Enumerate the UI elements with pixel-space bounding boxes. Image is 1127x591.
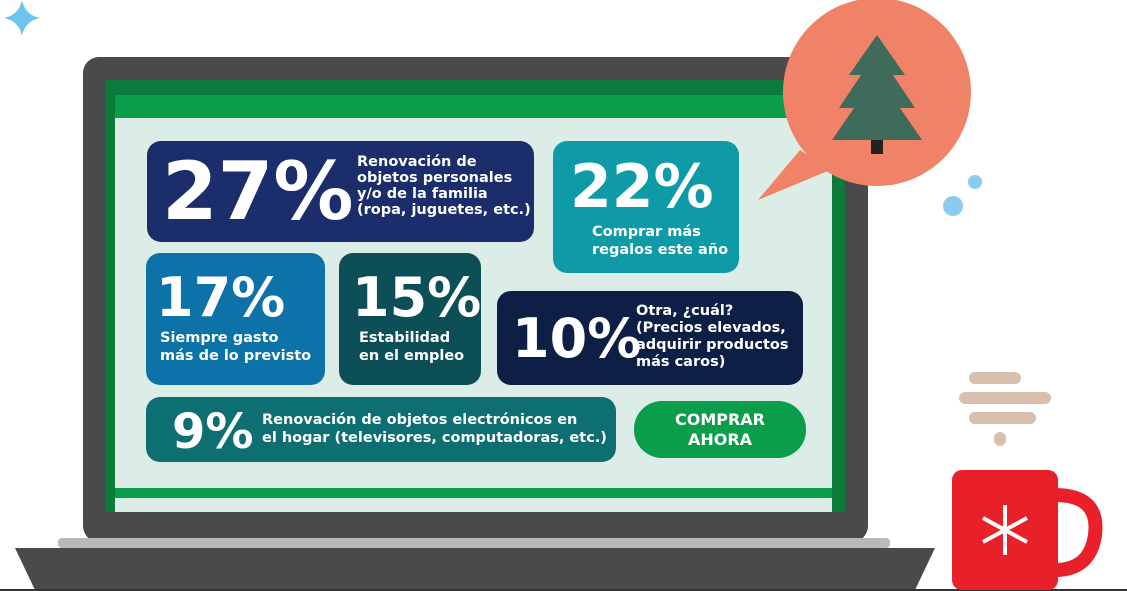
sparkle [4, 0, 40, 36]
card-text: (ropa, juguetes, etc.) [357, 202, 531, 218]
mug-handle [1054, 488, 1103, 577]
card [339, 253, 481, 385]
buy-button[interactable] [634, 401, 806, 458]
bubble-tail [758, 150, 830, 200]
card-text: más de lo previsto [160, 348, 311, 364]
card [146, 253, 325, 385]
card-text: adquirir productos [636, 337, 788, 353]
card-figure: 9% [172, 404, 254, 460]
card-text: Siempre gasto [160, 330, 278, 346]
card-text: el hogar (televisores, computadoras, etc… [262, 430, 607, 446]
card-figure: 10% [512, 307, 641, 370]
card-figure: 17% [156, 266, 285, 329]
card-text: Renovación de objetos electrónicos en [262, 412, 577, 428]
button-label: AHORA [688, 430, 753, 449]
card [497, 291, 803, 385]
screen-bottom [115, 498, 832, 512]
card [147, 141, 534, 242]
card-text: regalos este año [592, 242, 728, 258]
card-text: Estabilidad [359, 330, 450, 346]
card-text: Renovación de [357, 154, 477, 170]
dot [968, 175, 982, 189]
card-text: (Precios elevados, [636, 320, 786, 336]
card-text: en el empleo [359, 348, 464, 364]
card-text: Comprar más [592, 224, 701, 240]
card-text: objetos personales [357, 170, 512, 186]
laptop-base [15, 548, 935, 590]
card [146, 397, 616, 462]
snowflake [982, 505, 1028, 555]
card-text: más caros) [636, 354, 725, 370]
card-figure: 27% [162, 145, 353, 238]
tree [832, 35, 922, 140]
card-figure: 22% [570, 152, 714, 222]
steam [959, 372, 1051, 446]
card-text: y/o de la familia [357, 186, 488, 202]
card [553, 141, 739, 273]
card-text: Otra, ¿cuál? [636, 303, 733, 319]
tree-trunk [871, 140, 883, 154]
button-label: COMPRAR [675, 410, 765, 429]
laptop-hinge [58, 538, 890, 548]
card-figure: 15% [352, 266, 481, 329]
dot [943, 196, 963, 216]
